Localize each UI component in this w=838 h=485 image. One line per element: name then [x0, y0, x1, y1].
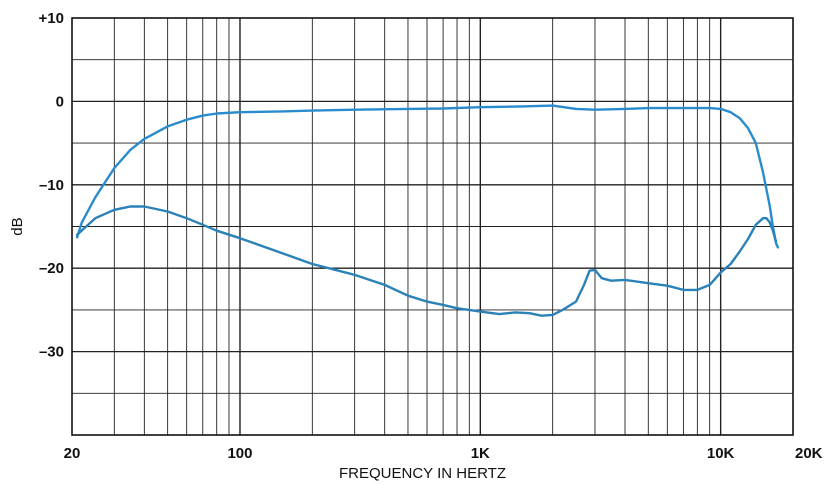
y-axis-label: dB [9, 217, 26, 235]
x-tick-labels: 20 100 1K 10K 20K [64, 445, 823, 462]
y-tick-label: 0 [56, 93, 64, 110]
series-layer [75, 104, 780, 317]
x-tick-label: 100 [227, 445, 252, 462]
x-tick-label: 20K [795, 445, 823, 462]
x-tick-label: 20 [64, 445, 81, 462]
y-tick-label: +10 [39, 10, 64, 27]
plot-frame [71, 17, 794, 436]
x-tick-label: 10K [707, 445, 735, 462]
x-tick-label: 1K [471, 445, 490, 462]
y-tick-labels: +10 0 –10 –20 –30 [39, 10, 64, 361]
y-tick-label: –20 [39, 260, 64, 277]
grid [72, 18, 793, 435]
series-line-1 [75, 104, 780, 249]
x-axis-label: FREQUENCY IN HERTZ [339, 465, 506, 482]
series-line-2 [75, 205, 778, 317]
y-tick-label: –30 [39, 344, 64, 361]
y-tick-label: –10 [39, 177, 64, 194]
